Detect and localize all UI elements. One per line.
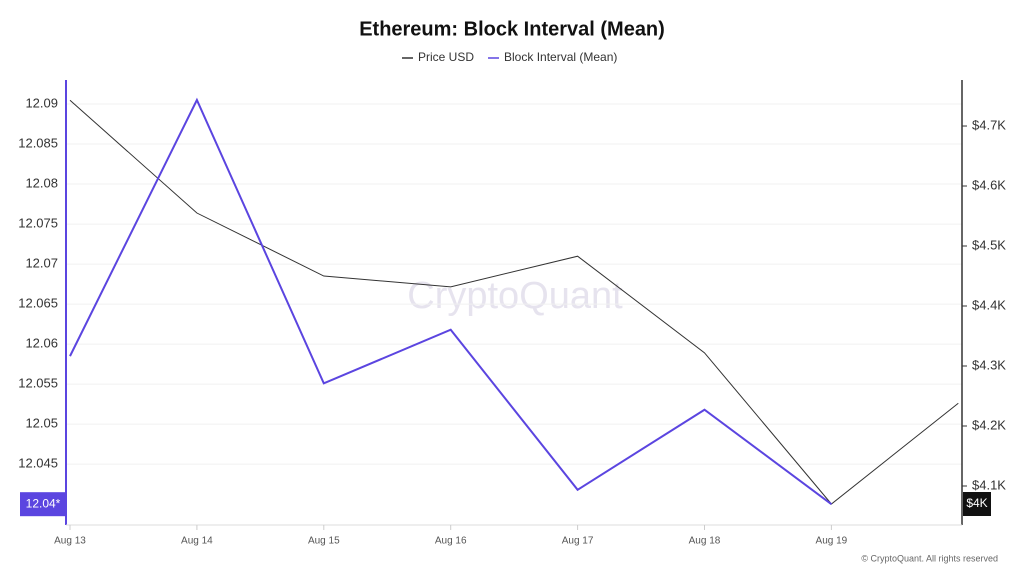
x-tick-label: Aug 19 — [816, 536, 848, 547]
y-tick-label: 12.085 — [18, 135, 58, 150]
y2-tick-label: $4.4K — [972, 297, 1006, 312]
y-tick-label: 12.05 — [25, 416, 58, 431]
series-line — [69, 97, 832, 505]
y-tick-label: 12.065 — [18, 296, 58, 311]
watermark: CryptoQuant — [407, 275, 623, 317]
x-tick-label: Aug 18 — [689, 536, 721, 547]
y2-tick-label: $4.3K — [972, 357, 1006, 372]
copyright: © CryptoQuant. All rights reserved — [861, 553, 998, 563]
x-tick-label: Aug 17 — [562, 536, 594, 547]
right-badge — [963, 492, 991, 517]
y-tick-label: 12.08 — [25, 175, 58, 190]
y2-tick-label: $4.5K — [972, 237, 1006, 252]
y-tick-label: 12.09 — [25, 95, 58, 110]
y2-tick-label: $4.6K — [972, 177, 1006, 192]
y2-tick-label: $4.2K — [972, 417, 1006, 432]
x-tick-label: Aug 15 — [308, 536, 340, 547]
x-tick-label: Aug 13 — [54, 536, 86, 547]
left-badge — [20, 492, 66, 517]
legend-label: Price USD — [418, 50, 474, 64]
y2-tick-label: $4.7K — [972, 117, 1006, 132]
y2-tick-label: $4.1K — [972, 477, 1006, 492]
x-tick-label: Aug 14 — [181, 536, 213, 547]
y-tick-label: 12.06 — [25, 336, 58, 351]
left-badge-label: 12.04* — [26, 496, 61, 510]
y-tick-label: 12.055 — [18, 376, 58, 391]
right-badge-label: $4K — [966, 496, 987, 510]
series-line — [69, 99, 959, 505]
chart-title: Ethereum: Block Interval (Mean) — [359, 18, 665, 40]
y-tick-label: 12.07 — [25, 256, 58, 271]
y-tick-label: 12.045 — [18, 456, 58, 471]
x-tick-label: Aug 16 — [435, 536, 467, 547]
legend-label: Block Interval (Mean) — [504, 50, 617, 64]
y-tick-label: 12.075 — [18, 216, 58, 231]
